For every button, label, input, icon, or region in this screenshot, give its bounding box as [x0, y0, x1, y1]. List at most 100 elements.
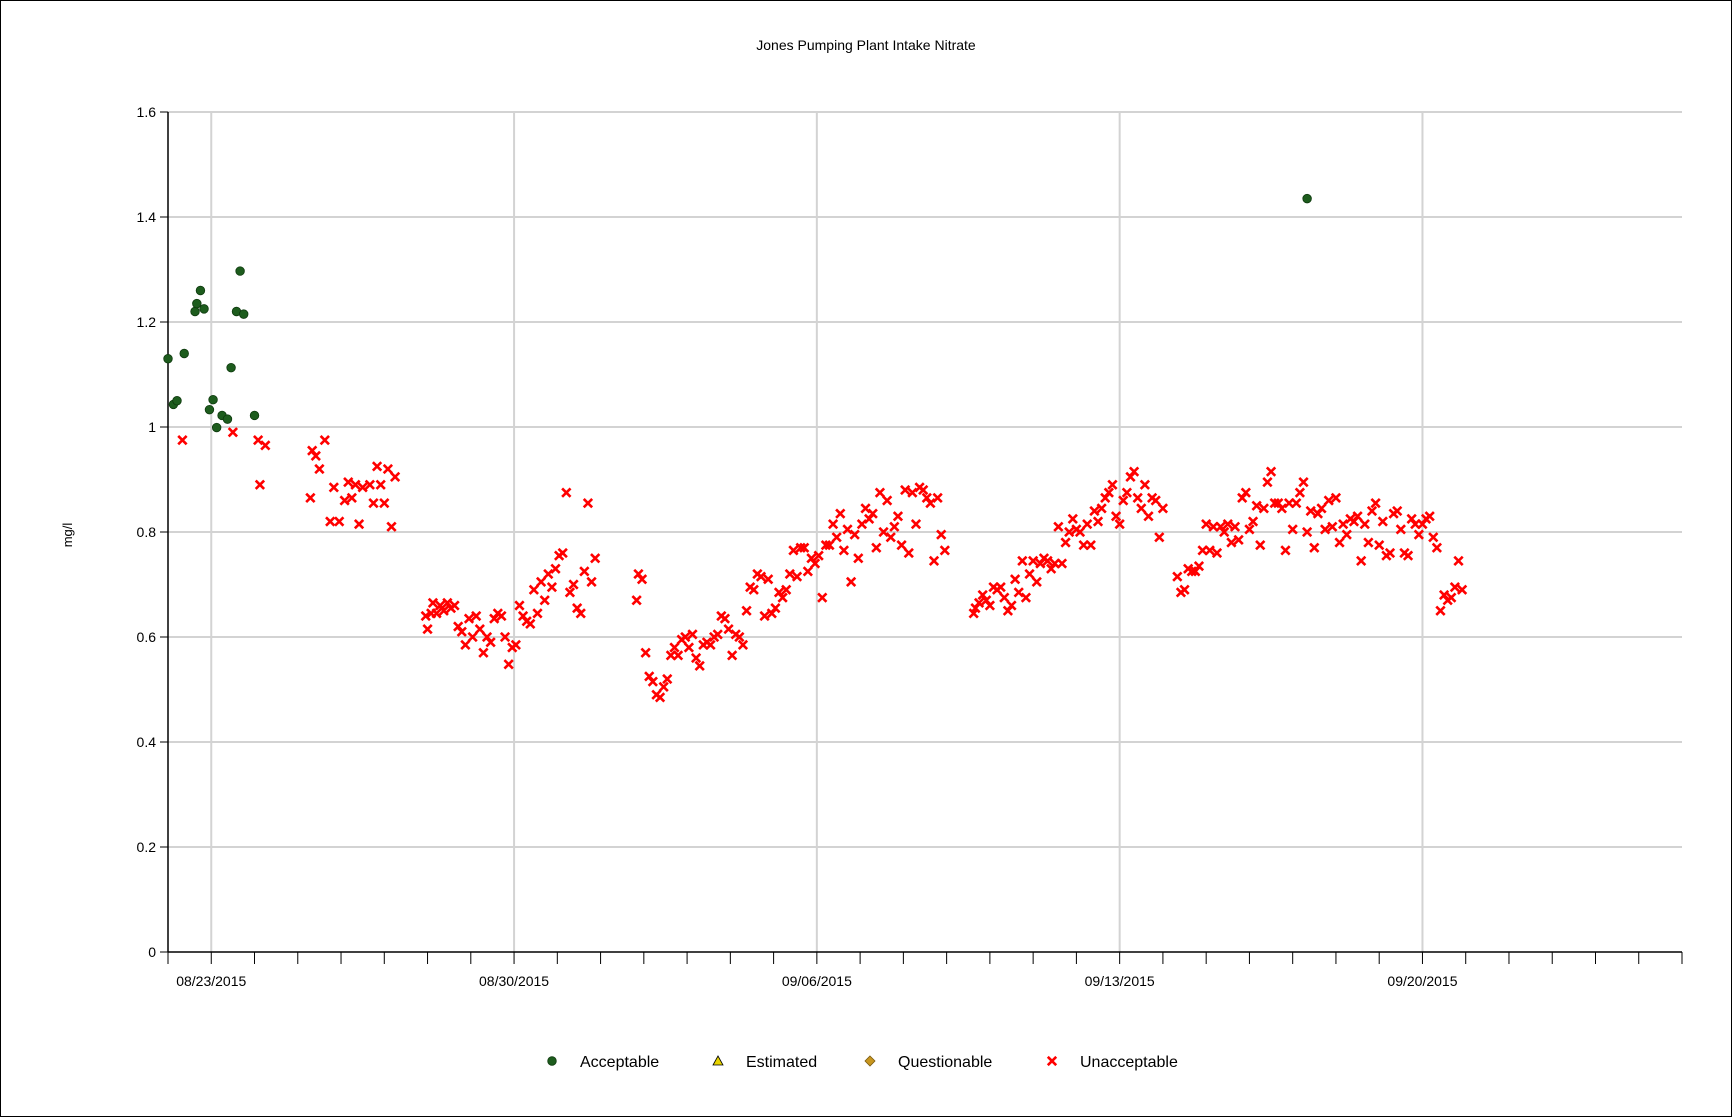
unacceptable-point [842, 524, 853, 535]
unacceptable-point [474, 623, 485, 635]
unacceptable-point [734, 631, 745, 643]
unacceptable-point [1392, 505, 1403, 517]
unacceptable-point [535, 576, 547, 588]
acceptable-point [208, 395, 218, 405]
unacceptable-point [1276, 503, 1288, 514]
unacceptable-point [1121, 487, 1133, 498]
unacceptable-point [1172, 571, 1183, 582]
unacceptable-point [723, 623, 734, 635]
unacceptable-point [1294, 487, 1306, 498]
unacceptable-point [827, 518, 839, 530]
unacceptable-point [1078, 539, 1089, 551]
unacceptable-point [368, 497, 379, 509]
unacceptable-point [1208, 521, 1219, 532]
unacceptable-point [1103, 487, 1114, 498]
unacceptable-point [478, 647, 489, 658]
unacceptable-point [777, 592, 788, 603]
unacceptable-point [1211, 547, 1223, 559]
unacceptable-point [1107, 479, 1118, 490]
unacceptable-point [1064, 526, 1075, 538]
unacceptable-point [856, 518, 868, 530]
unacceptable-point [1370, 497, 1381, 509]
unacceptable-point [936, 529, 947, 540]
unacceptable-point [809, 558, 821, 569]
unacceptable-point [882, 495, 893, 506]
unacceptable-point [1089, 505, 1100, 517]
data-points [163, 193, 1468, 703]
unacceptable-point [1341, 529, 1352, 540]
acceptable-point [195, 285, 206, 296]
unacceptable-point [1157, 503, 1169, 514]
acceptable-point [179, 348, 189, 359]
unacceptable-point [382, 463, 394, 475]
unacceptable-point [705, 639, 716, 651]
unacceptable-point [1222, 518, 1233, 530]
y-tick-label: 0.6 [137, 629, 157, 645]
legend-marker-unacceptable [1046, 1055, 1058, 1067]
unacceptable-point [339, 495, 350, 506]
unacceptable-point [1201, 518, 1212, 530]
unacceptable-point [755, 571, 767, 582]
unacceptable-point [1424, 511, 1435, 522]
unacceptable-point [1240, 487, 1251, 498]
unacceptable-point [485, 637, 496, 648]
unacceptable-point [973, 597, 985, 609]
unacceptable-point [510, 639, 521, 651]
legend-marker-estimated [712, 1055, 724, 1066]
unacceptable-point [871, 542, 882, 553]
unacceptable-point [903, 547, 914, 559]
unacceptable-point [389, 471, 401, 483]
unacceptable-point [763, 574, 774, 585]
unacceptable-point [770, 602, 781, 614]
unacceptable-point [1265, 466, 1277, 477]
unacceptable-point [672, 650, 684, 661]
unacceptable-point [575, 608, 586, 619]
y-tick-label: 1.4 [137, 209, 157, 225]
unacceptable-point [557, 547, 568, 559]
unacceptable-point [737, 639, 749, 651]
unacceptable-point [1244, 524, 1255, 535]
unacceptable-point [371, 461, 383, 472]
unacceptable-point [849, 529, 860, 540]
unacceptable-point [1428, 532, 1439, 543]
acceptable-point [211, 422, 222, 433]
unacceptable-point [1060, 537, 1071, 548]
unacceptable-point [1085, 539, 1096, 551]
unacceptable-point [1193, 560, 1205, 572]
unacceptable-point [727, 650, 738, 661]
acceptable-point [204, 404, 215, 415]
y-tick-label: 1.6 [137, 104, 157, 120]
unacceptable-point [1154, 532, 1165, 543]
unacceptable-point [1082, 518, 1093, 530]
unacceptable-point [1446, 592, 1457, 603]
unacceptable-point [546, 581, 558, 593]
unacceptable-point [364, 479, 376, 490]
unacceptable-point [1316, 503, 1327, 514]
unacceptable-point [328, 482, 339, 493]
unacceptable-point [463, 613, 475, 624]
y-tick-label: 1 [148, 419, 156, 435]
unacceptable-point [314, 463, 325, 475]
unacceptable-point [543, 568, 554, 580]
unacceptable-point [1262, 476, 1273, 488]
unacceptable-point [932, 492, 943, 504]
unacceptable-point [1431, 542, 1443, 553]
unacceptable-point [662, 673, 673, 685]
unacceptable-point [636, 574, 648, 585]
unacceptable-point [1255, 539, 1266, 551]
unacceptable-point [514, 600, 525, 611]
acceptable-point [172, 396, 182, 406]
unacceptable-point [528, 584, 540, 595]
unacceptable-point [431, 608, 442, 619]
unacceptable-point [925, 497, 936, 509]
y-tick-label: 1.2 [137, 314, 157, 330]
x-tick-label: 08/23/2015 [176, 973, 246, 989]
unacceptable-point [1402, 550, 1414, 561]
unacceptable-point [1031, 576, 1042, 588]
unacceptable-point [1006, 600, 1017, 611]
unacceptable-point [1074, 526, 1086, 538]
unacceptable-point [647, 676, 658, 687]
unacceptable-point [680, 631, 691, 643]
unacceptable-point [582, 497, 594, 509]
unacceptable-point [1258, 503, 1269, 514]
